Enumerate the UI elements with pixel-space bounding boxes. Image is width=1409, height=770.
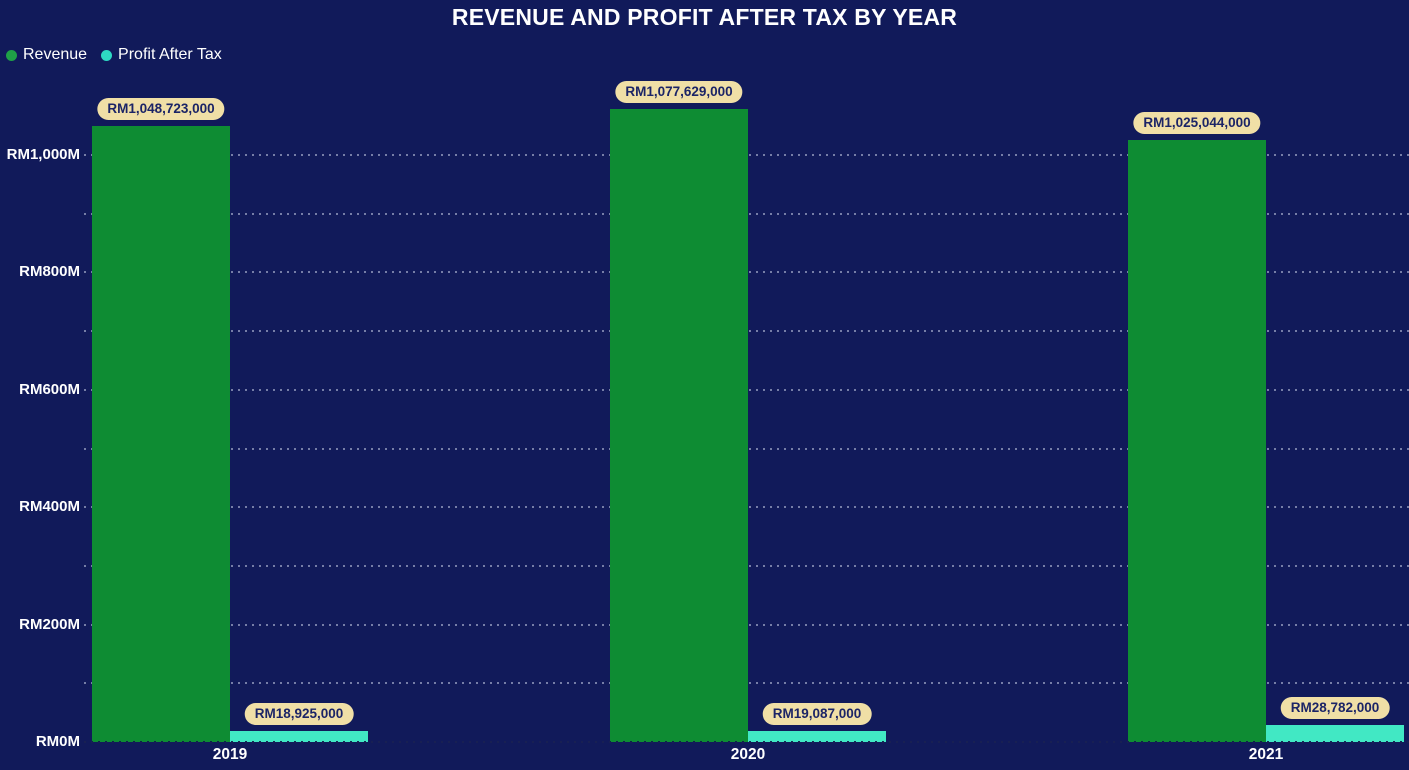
chart-title: REVENUE AND PROFIT AFTER TAX BY YEAR: [451, 4, 958, 30]
profit-after-tax-bar-2020[interactable]: [748, 730, 886, 742]
y-axis-tick-label: RM800M: [19, 263, 80, 281]
revenue-bar-2021[interactable]: [1128, 140, 1266, 742]
y-axis-tick-label: RM400M: [19, 498, 80, 516]
y-axis-tick-label: RM1,000M: [6, 146, 80, 163]
legend-item-revenue[interactable]: Revenue: [6, 46, 87, 64]
baseline-gridline: [84, 741, 1409, 743]
revenue-legend-dot-icon: [6, 49, 17, 61]
y-axis-tick-label: RM600M: [19, 380, 80, 398]
legend-item-profit-after-tax[interactable]: Profit After Tax: [101, 46, 222, 64]
revenue-bar-2020[interactable]: [610, 109, 748, 742]
profit-after-tax-data-label-2019: RM18,925,000: [244, 702, 354, 725]
revenue-data-label-2020: RM1,077,629,000: [615, 81, 743, 104]
y-axis-tick-label: RM200M: [19, 615, 80, 633]
revenue-data-label-2021: RM1,025,044,000: [1133, 112, 1261, 135]
profit-after-tax-data-label-2020: RM19,087,000: [762, 702, 872, 725]
profit-after-tax-bar-2019[interactable]: [230, 730, 368, 742]
revenue-bar-2019[interactable]: [92, 126, 230, 742]
profit-after-tax-data-label-2021: RM28,782,000: [1280, 697, 1390, 720]
profit-after-tax-legend-dot-icon: [101, 49, 113, 61]
revenue-data-label-2019: RM1,048,723,000: [97, 98, 225, 121]
legend: Revenue Profit After Tax: [6, 46, 222, 64]
legend-label-profit-after-tax: Profit After Tax: [118, 46, 222, 63]
profit-after-tax-bar-2021[interactable]: [1266, 725, 1404, 742]
x-axis-tick-label-2021: 2021: [1248, 746, 1284, 763]
x-axis-tick-label-2019: 2019: [212, 746, 248, 763]
y-axis-tick-label: RM0M: [35, 733, 80, 750]
x-axis-tick-label-2020: 2020: [730, 746, 766, 763]
legend-label-revenue: Revenue: [23, 46, 88, 63]
